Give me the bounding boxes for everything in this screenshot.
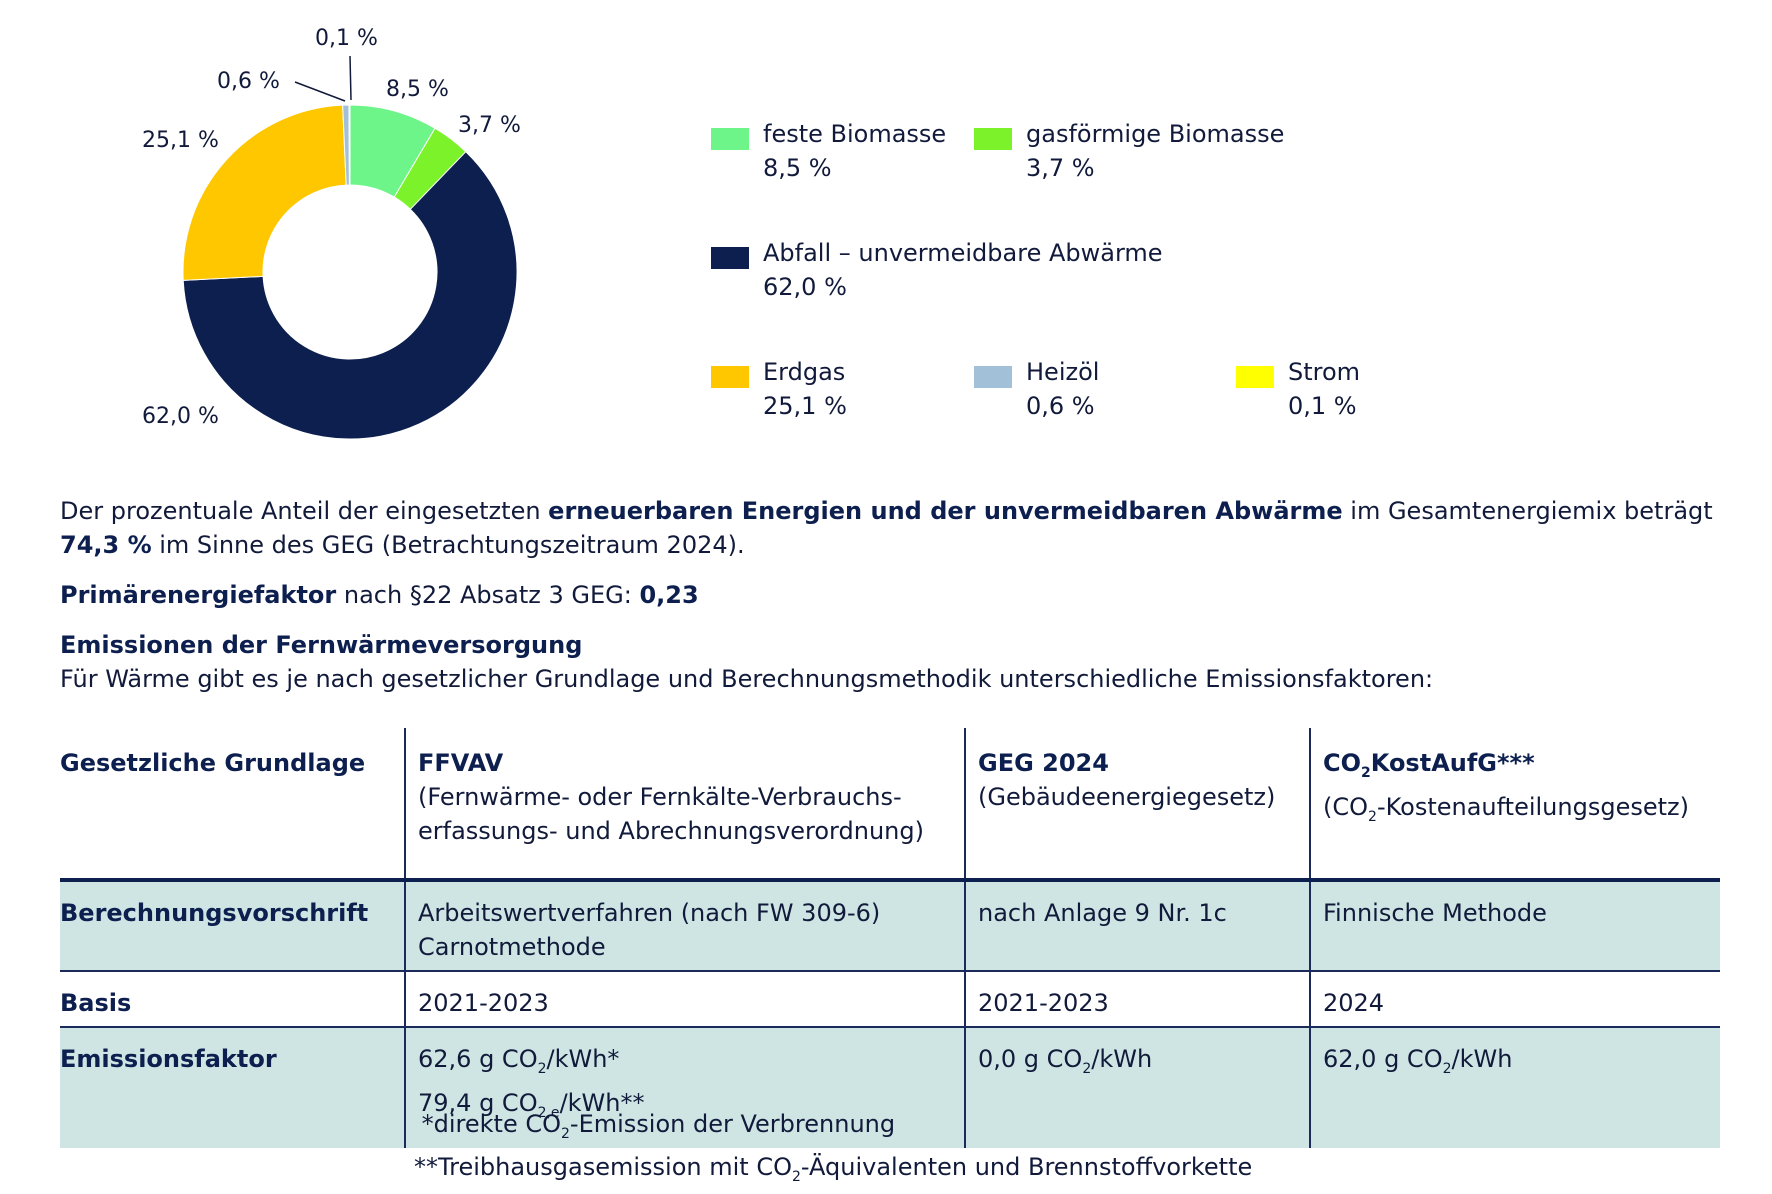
legend-swatch	[974, 366, 1012, 388]
emissions-table: Gesetzliche Grundlage FFVAV (Fernwärme- …	[60, 728, 1720, 1148]
primary-energy-factor: Primärenergiefaktor nach §22 Absatz 3 GE…	[60, 578, 699, 612]
legend-value: 3,7 %	[1026, 154, 1095, 182]
table-row: Basis 2021-2023 2021-2023 2024	[60, 971, 1720, 1027]
col-subtitle: erfassungs- und Abrechnungsverordnung)	[418, 817, 924, 845]
col-subtitle: (Fernwärme- oder Fernkälte-Verbrauchs-	[418, 783, 902, 811]
legend-name: Abfall – unvermeidbare Abwärme	[763, 239, 1163, 267]
footnotes: *direkte CO2-Emission der Verbrennung **…	[414, 1108, 1252, 1194]
renewable-share-paragraph: Der prozentuale Anteil der eingesetzten …	[60, 494, 1713, 562]
donut-slice-6	[348, 104, 351, 186]
row-header: Basis	[60, 989, 132, 1017]
paragraph-text: im Sinne des GEG (Betrachtungszeitraum 2…	[151, 531, 745, 559]
donut-slice-4	[182, 104, 347, 281]
table-cell: Arbeitswertverfahren (nach FW 309-6) Carn…	[404, 880, 965, 971]
table-cell: 2024	[1309, 971, 1720, 1027]
footnote: *direkte CO2-Emission der Verbrennung	[421, 1110, 896, 1142]
table-cell: Finnische Methode	[1309, 880, 1720, 971]
row-header: Emissionsfaktor	[60, 1027, 405, 1148]
legend-name: Erdgas	[763, 358, 846, 386]
col-subtitle: (Gebäudeenergiegesetz)	[978, 783, 1276, 811]
emissions-intro: Für Wärme gibt es je nach gesetzlicher G…	[60, 665, 1434, 693]
legend-swatch	[711, 128, 749, 150]
table-row: Berechnungsvorschrift Arbeitswertverfahr…	[60, 880, 1720, 971]
emissions-heading: Emissionen der Fernwärmeversorgung	[60, 631, 583, 659]
paragraph-emphasis: erneuerbaren Energien und der unvermeidb…	[548, 497, 1343, 525]
table-cell: 62,6 g CO2/kWh* 79,4 g CO2,e/kWh**	[404, 1027, 965, 1148]
col-co2kostaufg: CO2KostAufG*** (CO2-Kostenaufteilungsges…	[1309, 728, 1720, 880]
paragraph-text: Der prozentuale Anteil der eingesetzten	[60, 497, 549, 525]
table-cell: 0,0 g CO2/kWh	[964, 1027, 1310, 1148]
emissions-section: Emissionen der Fernwärmeversorgung Für W…	[60, 628, 1433, 696]
leader-line	[349, 55, 352, 101]
legend-name: feste Biomasse	[763, 120, 947, 148]
donut-slice-3	[182, 151, 518, 440]
legend-value: 8,5 %	[763, 154, 832, 182]
legend-swatch	[974, 128, 1012, 150]
slice-label: 0,1 %	[315, 26, 378, 51]
legend-value: 0,6 %	[1026, 392, 1095, 420]
col-title: GEG 2024	[978, 749, 1109, 777]
leader-line	[294, 81, 346, 102]
legend-name: gasförmige Biomasse	[1026, 120, 1285, 148]
slice-label: 25,1 %	[142, 128, 219, 153]
table-header-row: Gesetzliche Grundlage FFVAV (Fernwärme- …	[60, 728, 1720, 880]
renewable-share-value: 74,3 %	[60, 531, 152, 559]
pef-text: nach §22 Absatz 3 GEG:	[336, 581, 640, 609]
donut-chart: 8,5 % 3,7 % 62,0 % 25,1 % 0,6 % 0,1 %	[142, 26, 521, 440]
legend-name: Strom	[1288, 358, 1361, 386]
table-cell: nach Anlage 9 Nr. 1c	[964, 880, 1310, 971]
pef-value: 0,23	[639, 581, 699, 609]
col-ffvav: FFVAV (Fernwärme- oder Fernkälte-Verbrau…	[404, 728, 965, 880]
legend-swatch	[1236, 366, 1274, 388]
slice-label: 3,7 %	[458, 113, 521, 138]
legend-swatch	[711, 366, 749, 388]
slice-label: 0,6 %	[217, 69, 280, 94]
pef-label: Primärenergiefaktor	[60, 581, 337, 609]
legend-swatch	[711, 247, 749, 269]
paragraph-text: im Gesamtenergiemix beträgt	[1342, 497, 1713, 525]
col-title: FFVAV	[418, 749, 504, 777]
legend-value: 62,0 %	[763, 273, 847, 301]
legend-name: Heizöl	[1026, 358, 1100, 386]
row-header: Berechnungsvorschrift	[60, 880, 405, 971]
table-corner: Gesetzliche Grundlage	[60, 749, 366, 777]
table-cell: 2021-2023	[964, 971, 1310, 1027]
table-cell: 62,0 g CO2/kWh	[1309, 1027, 1720, 1148]
chart-legend: feste Biomasse 8,5 % gasförmige Biomasse…	[711, 120, 1471, 440]
footnote: **Treibhausgasemission mit CO2-Äquivalen…	[414, 1152, 1253, 1185]
col-title: CO2KostAufG***	[1323, 749, 1535, 781]
legend-value: 25,1 %	[763, 392, 847, 420]
legend-value: 0,1 %	[1288, 392, 1357, 420]
slice-label: 62,0 %	[142, 404, 219, 429]
col-geg: GEG 2024 (Gebäudeenergiegesetz)	[964, 728, 1310, 880]
col-subtitle: (CO2-Kostenaufteilungsgesetz)	[1323, 792, 1689, 825]
slice-label: 8,5 %	[386, 77, 449, 102]
table-cell: 2021-2023	[404, 971, 965, 1027]
table-row: Emissionsfaktor 62,6 g CO2/kWh* 79,4 g C…	[60, 1027, 1720, 1148]
